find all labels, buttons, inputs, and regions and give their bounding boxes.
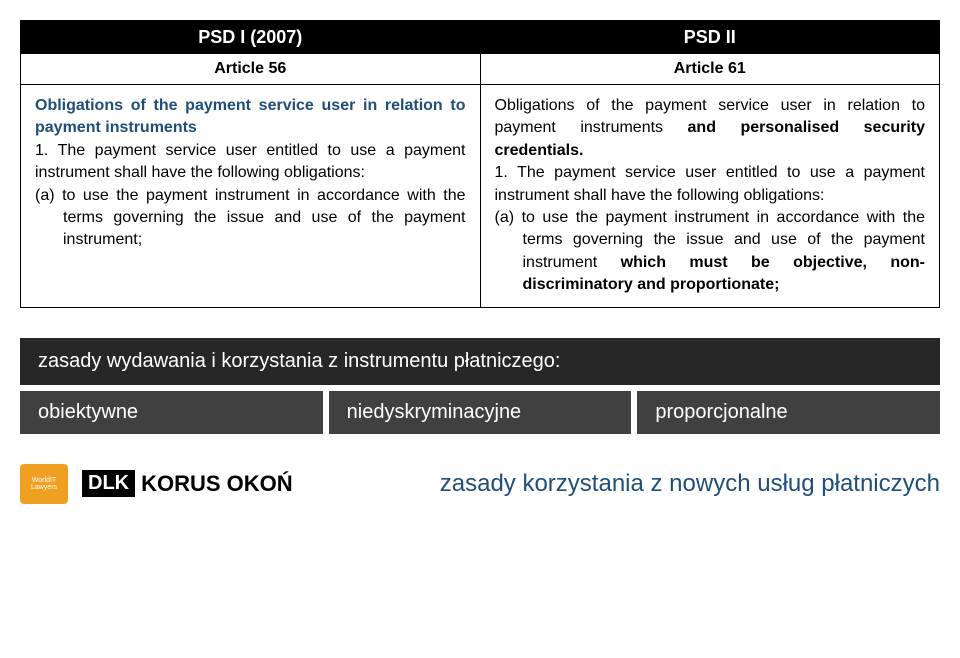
principles-header: zasady wydawania i korzystania z instrum…	[20, 338, 940, 385]
principle-proporcjonalne: proporcjonalne	[637, 391, 940, 434]
psd-i-clause-a: (a) to use the payment instrument in acc…	[35, 185, 466, 252]
psd-i-article: Article 56	[21, 54, 480, 85]
footer-logos: WorldIT Lawyers DLK KORUS OKOŃ	[20, 464, 293, 504]
footer: WorldIT Lawyers DLK KORUS OKOŃ zasady ko…	[20, 464, 940, 504]
principle-obiektywne: obiektywne	[20, 391, 323, 434]
principle-niedyskryminacyjne: niedyskryminacyjne	[329, 391, 632, 434]
psd-ii-article: Article 61	[481, 54, 940, 85]
psd-i-body: Obligations of the payment service user …	[21, 85, 480, 262]
psd-ii-header: PSD II	[481, 21, 940, 54]
psd-i-header: PSD I (2007)	[21, 21, 480, 54]
psd-ii-title: Obligations of the payment service user …	[495, 95, 926, 162]
footer-tagline: zasady korzystania z nowych usług płatni…	[440, 470, 940, 498]
dlk-text: KORUS OKOŃ	[141, 471, 293, 497]
column-psd-ii: PSD II Article 61 Obligations of the pay…	[481, 20, 941, 308]
worldit-logo: WorldIT Lawyers	[20, 464, 68, 504]
column-psd-i: PSD I (2007) Article 56 Obligations of t…	[20, 20, 481, 308]
psd-i-intro: 1. The payment service user entitled to …	[35, 140, 466, 185]
principles-row: obiektywne niedyskryminacyjne proporcjon…	[20, 391, 940, 434]
comparison-table: PSD I (2007) Article 56 Obligations of t…	[20, 20, 940, 308]
psd-ii-body: Obligations of the payment service user …	[481, 85, 940, 307]
dlk-mark: DLK	[82, 470, 135, 497]
psd-i-title: Obligations of the payment service user …	[35, 95, 466, 140]
psd-ii-clause-a: (a) to use the payment instrument in acc…	[495, 207, 926, 297]
dlk-logo: DLK KORUS OKOŃ	[82, 470, 293, 497]
psd-ii-intro: 1. The payment service user entitled to …	[495, 162, 926, 207]
